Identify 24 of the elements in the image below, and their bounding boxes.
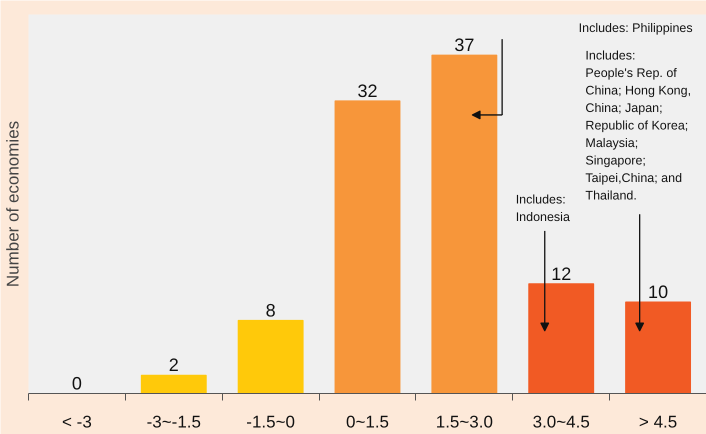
data-label: 37: [454, 35, 474, 56]
bar: [238, 320, 304, 394]
y-axis-title: Number of economies: [4, 120, 22, 288]
bar: [528, 283, 594, 394]
x-tick-label: -1.5~0: [246, 412, 295, 432]
data-label: 2: [168, 355, 179, 376]
text: Includes: Philippines: [578, 20, 693, 35]
x-tick-label: 0~1.5: [346, 412, 390, 432]
annotation: Includes: Indonesia: [516, 192, 570, 224]
data-label: 8: [266, 300, 276, 320]
bar: [140, 374, 207, 394]
data-label: 12: [551, 264, 572, 284]
x-tick-label: 3.0~4.5: [532, 412, 590, 432]
text: Includes: People's Rep. of China; Hong Kong, China; Japan; Republic of Korea; Malaysia; Singapore; Taipei,China; and Thailand.: [585, 48, 692, 203]
x-tick-label: 1.5~3.0: [436, 412, 493, 432]
bar: [431, 54, 498, 394]
bar: [625, 302, 692, 394]
data-label: 32: [357, 80, 378, 101]
x-tick-label: -3~-1.5: [146, 412, 201, 432]
x-tick-label: > 4.5: [638, 412, 678, 432]
bar: [334, 100, 400, 394]
data-label: 0: [72, 374, 82, 394]
x-tick-label: < -3: [62, 412, 92, 432]
data-label: 10: [648, 282, 668, 302]
